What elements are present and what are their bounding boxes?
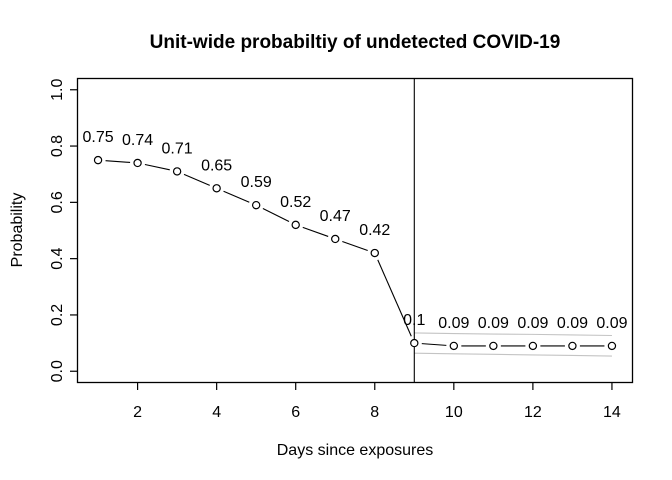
series-segment <box>105 160 131 163</box>
y-axis-tick-label: 0.0 <box>49 360 66 382</box>
series-segment <box>144 163 170 171</box>
data-point <box>172 167 182 176</box>
data-point-label: 0.09 <box>478 315 509 332</box>
x-axis-tick-label: 6 <box>291 404 300 421</box>
data-point <box>449 341 459 351</box>
ci-band-upper-line <box>414 332 612 337</box>
x-axis-tick-label: 14 <box>603 404 621 421</box>
ci-band-lower-line <box>414 352 612 357</box>
y-axis-tick-label: 0.4 <box>49 247 66 269</box>
plot-border <box>76 77 634 384</box>
data-point <box>133 158 142 168</box>
x-axis-tick-label: 4 <box>212 404 221 421</box>
data-point-label: 0.42 <box>359 222 390 239</box>
data-point-label: 0.75 <box>82 129 113 146</box>
series-segment <box>183 173 210 186</box>
chart-layers: 2 4 6 8 10 12 14 0.0 0.2 0.4 0.6 0.8 1.0 0.75 0.74 0.71… <box>49 77 634 421</box>
x-axis-tick-label: 12 <box>524 404 542 421</box>
series-segment <box>342 240 368 252</box>
data-point <box>93 155 103 165</box>
series-segment <box>302 226 329 237</box>
data-point-label: 0.09 <box>517 315 548 332</box>
chart-title: Unit-wide probabiltiy of undetected COVI… <box>150 32 561 53</box>
data-point <box>568 341 577 351</box>
data-point <box>607 341 617 351</box>
y-axis-title: Probability <box>9 193 26 268</box>
data-point-label: 0.65 <box>201 157 232 174</box>
data-point <box>331 234 340 244</box>
data-point-label: 0.09 <box>438 315 469 332</box>
data-point <box>212 184 221 193</box>
data-point-label: 0.59 <box>241 174 272 191</box>
data-point-label: 0.71 <box>162 140 193 157</box>
data-point-label: 0.47 <box>320 208 351 225</box>
series-segment <box>262 208 290 223</box>
x-axis-tick-label: 10 <box>445 404 463 421</box>
data-point <box>489 341 498 351</box>
data-point <box>528 341 538 351</box>
data-point <box>370 248 379 258</box>
data-point-label: 0.1 <box>403 312 425 329</box>
y-axis-tick-label: 0.6 <box>49 191 66 213</box>
data-point <box>251 200 261 210</box>
data-point-label: 0.52 <box>280 194 311 211</box>
series-segment <box>421 343 447 346</box>
series-segment <box>223 190 250 203</box>
data-point-label: 0.09 <box>596 315 627 332</box>
y-axis-tick-label: 1.0 <box>49 79 66 101</box>
data-point <box>291 220 300 230</box>
x-axis-tick-label: 8 <box>370 404 379 421</box>
x-axis-tick-label: 2 <box>133 404 142 421</box>
y-axis-tick-label: 0.8 <box>49 135 66 157</box>
data-point-label: 0.74 <box>122 132 153 149</box>
x-axis-title: Days since exposures <box>277 442 434 459</box>
data-point-label: 0.09 <box>557 315 588 332</box>
data-point <box>410 338 419 348</box>
y-axis-tick-label: 0.2 <box>49 304 66 326</box>
series-segment <box>377 259 412 337</box>
